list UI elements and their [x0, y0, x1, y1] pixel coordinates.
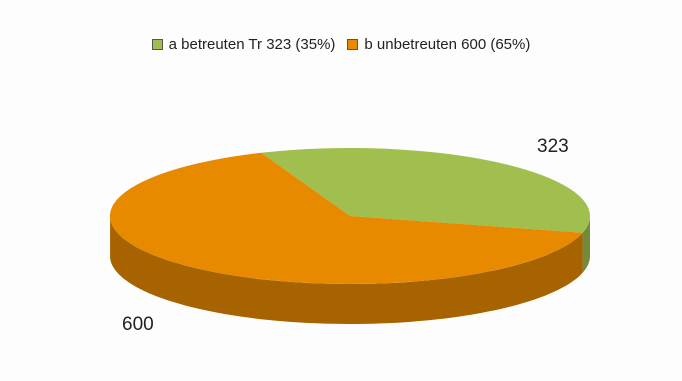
- data-label-600: 600: [122, 314, 154, 335]
- legend-label-unbetreuten: b unbetreuten 600 (65%): [364, 36, 531, 53]
- data-label-323: 323: [537, 136, 569, 157]
- pie-slice-b-unbetreuten: [109, 152, 583, 284]
- chart-legend: a betreuten Tr 323 (35%) b unbetreuten 6…: [0, 36, 682, 53]
- legend-item-unbetreuten: b unbetreuten 600 (65%): [347, 36, 530, 53]
- pie-side-1-1: [582, 216, 590, 273]
- legend-item-betreuten: a betreuten Tr 323 (35%): [151, 36, 336, 53]
- legend-label-betreuten: a betreuten Tr 323 (35%): [168, 36, 336, 53]
- legend-swatch-unbetreuten: [347, 39, 359, 50]
- pie-slice-a-betreuten-tr: [261, 147, 590, 233]
- pie-side-2-1: [110, 218, 583, 324]
- legend-swatch-betreuten: [151, 39, 163, 50]
- pie-sides: [110, 216, 590, 324]
- pie-tops: [109, 147, 590, 284]
